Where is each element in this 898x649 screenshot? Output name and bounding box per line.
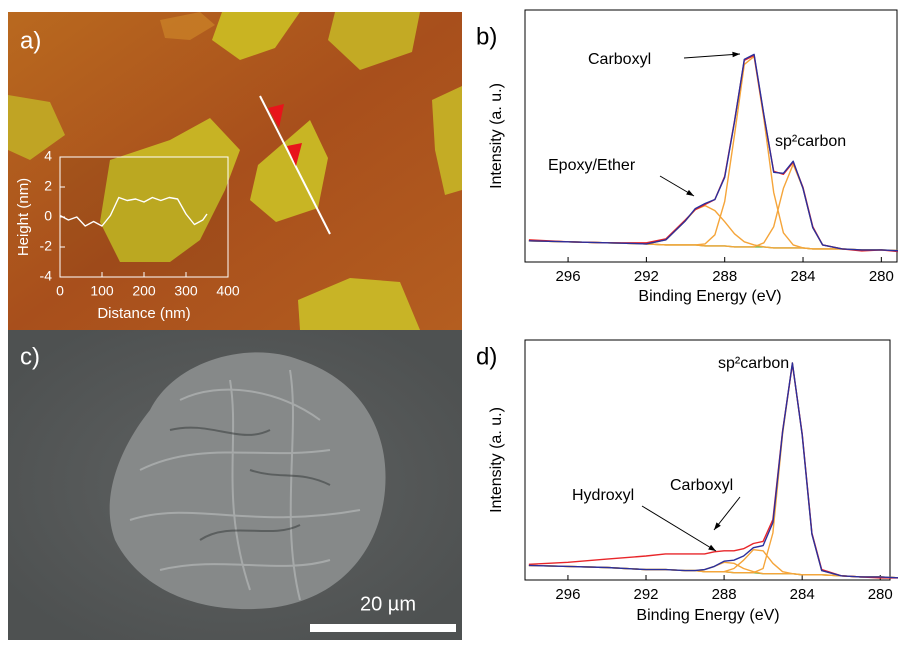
x-tick-label: 0 xyxy=(56,283,64,299)
data-line xyxy=(529,56,898,251)
annotation: Hydroxyl xyxy=(572,487,634,504)
x-tick-label: 200 xyxy=(132,283,156,299)
data-line xyxy=(529,364,898,578)
arrow-head xyxy=(708,545,716,551)
y-tick-label: 2 xyxy=(44,178,52,194)
panel-label: d) xyxy=(476,343,497,370)
x-tick-label: 284 xyxy=(791,268,816,285)
annotation: sp²carbon xyxy=(718,355,789,372)
x-axis-label: Binding Energy (eV) xyxy=(636,607,779,624)
x-axis-label: Distance (nm) xyxy=(97,305,190,322)
annotation: Carboxyl xyxy=(588,51,651,68)
x-tick-label: 284 xyxy=(790,586,815,603)
sem-image: 20 µm xyxy=(8,330,462,640)
panel-label: c) xyxy=(20,343,40,370)
y-tick-label: -4 xyxy=(40,268,53,284)
panel-label: b) xyxy=(476,23,497,50)
x-tick-label: 288 xyxy=(712,268,737,285)
x-tick-label: 280 xyxy=(868,586,893,603)
data-line xyxy=(529,363,898,578)
x-tick-label: 300 xyxy=(174,283,198,299)
x-axis-label: Binding Energy (eV) xyxy=(638,288,781,305)
y-axis-label: Intensity (a. u.) xyxy=(488,407,505,513)
arrow-head xyxy=(714,522,721,530)
annotation: sp²carbon xyxy=(775,133,846,150)
y-tick-label: 4 xyxy=(44,148,52,164)
x-tick-label: 288 xyxy=(712,586,737,603)
y-axis-label: Height (nm) xyxy=(15,178,32,256)
y-axis-label: Intensity (a. u.) xyxy=(488,83,505,189)
annotation-arrow xyxy=(684,54,740,58)
panel-label: a) xyxy=(20,27,41,54)
annotation-arrow xyxy=(642,506,716,551)
x-tick-label: 100 xyxy=(90,283,114,299)
scale-bar xyxy=(310,624,456,632)
x-tick-label: 400 xyxy=(216,283,240,299)
annotation: Carboxyl xyxy=(670,477,733,494)
data-line xyxy=(529,164,898,251)
data-line xyxy=(529,550,898,578)
data-line xyxy=(529,206,898,251)
x-tick-label: 292 xyxy=(634,586,659,603)
annotation: Epoxy/Ether xyxy=(548,157,636,174)
x-tick-label: 296 xyxy=(555,586,580,603)
y-tick-label: -2 xyxy=(40,238,53,254)
x-tick-label: 296 xyxy=(556,268,581,285)
plot-frame xyxy=(525,340,890,580)
data-line xyxy=(529,363,898,578)
figure: 20 µm a) b) c) d) 0 100 200 300 400 -4 -2 0 2 4 Di… xyxy=(0,0,898,649)
data-line xyxy=(529,54,898,251)
x-tick-label: 280 xyxy=(869,268,894,285)
x-tick-label: 292 xyxy=(634,268,659,285)
scale-bar-label: 20 µm xyxy=(360,593,416,615)
arrow-head xyxy=(686,190,694,196)
y-tick-label: 0 xyxy=(44,208,52,224)
data-line xyxy=(529,55,898,252)
